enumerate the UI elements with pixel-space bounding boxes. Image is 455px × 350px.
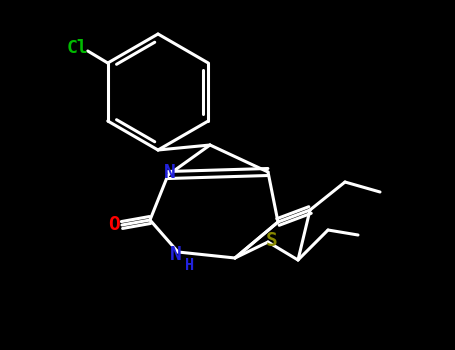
Text: N: N: [164, 163, 176, 182]
Text: H: H: [186, 259, 195, 273]
Text: N: N: [170, 245, 182, 264]
Text: O: O: [108, 216, 120, 234]
Text: Cl: Cl: [67, 39, 89, 57]
Text: S: S: [266, 231, 278, 250]
